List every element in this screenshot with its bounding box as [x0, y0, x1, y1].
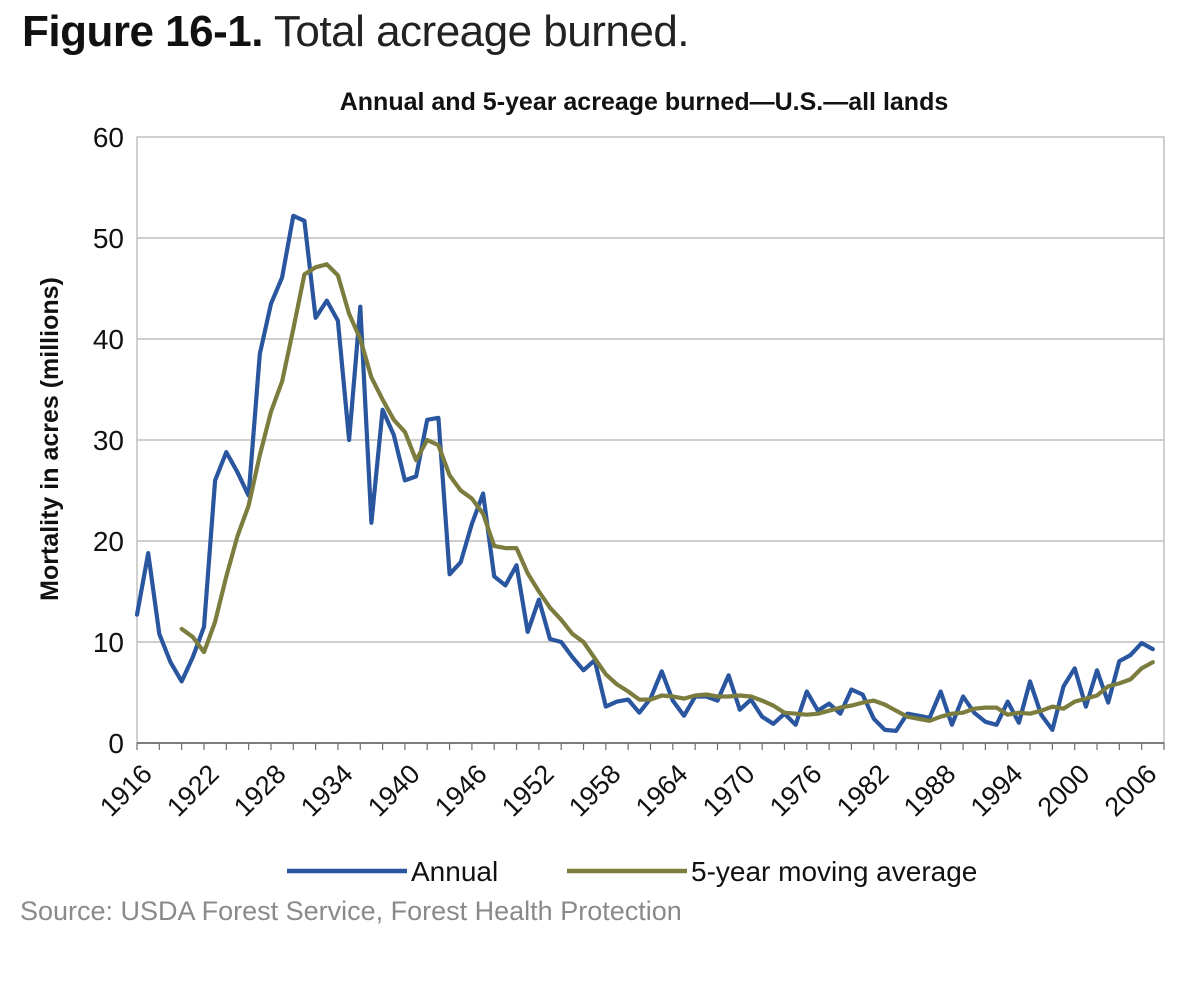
figure-heading: Figure 16-1. Total acreage burned.	[22, 6, 690, 58]
figure-number: Figure 16-1.	[22, 7, 263, 56]
x-tick-label-1958: 1958	[563, 759, 627, 823]
annual-series-line	[134, 213, 1155, 734]
legend-label-annual: Annual	[411, 856, 498, 887]
y-tick-label-10: 10	[93, 627, 124, 658]
y-tick-label-60: 60	[93, 122, 124, 153]
series-layer	[134, 213, 1155, 734]
x-tick-label-1916: 1916	[94, 759, 158, 823]
source-note: Source: USDA Forest Service, Forest Heal…	[20, 896, 682, 926]
y-tick-label-0: 0	[108, 728, 124, 759]
x-tick-label-2006: 2006	[1099, 759, 1163, 823]
x-tick-label-1934: 1934	[295, 759, 359, 823]
figure-description: Total acreage burned.	[273, 7, 690, 56]
x-tick-label-1922: 1922	[161, 759, 225, 823]
legend-label-moving-average: 5-year moving average	[691, 856, 977, 887]
x-tick-label-1982: 1982	[831, 759, 895, 823]
chart-title: Annual and 5-year acreage burned—U.S.—al…	[340, 88, 949, 116]
x-tick-label-1964: 1964	[630, 759, 694, 823]
y-tick-label-20: 20	[93, 526, 124, 557]
x-tick-label-1940: 1940	[362, 759, 426, 823]
y-axis-label: Mortality in acres (millions)	[36, 277, 64, 601]
y-tick-label-40: 40	[93, 324, 124, 355]
x-tick-label-1976: 1976	[764, 759, 828, 823]
x-tick-label-1952: 1952	[496, 759, 560, 823]
x-tick-label-1928: 1928	[228, 759, 292, 823]
x-tick-label-1946: 1946	[429, 759, 493, 823]
x-tick-label-1988: 1988	[898, 759, 962, 823]
legend: Annual 5-year moving average	[287, 856, 977, 887]
y-tick-label-30: 30	[93, 425, 124, 456]
y-tick-label-50: 50	[93, 223, 124, 254]
moving-average-series-line	[179, 262, 1155, 723]
x-tick-label-1970: 1970	[697, 759, 761, 823]
x-tick-label-1994: 1994	[965, 759, 1029, 823]
grid-lines	[137, 237, 1164, 643]
x-tick-label-2000: 2000	[1032, 759, 1096, 823]
